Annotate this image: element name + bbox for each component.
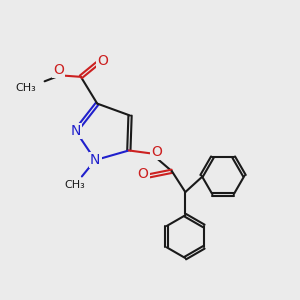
Text: O: O: [53, 63, 64, 77]
Text: N: N: [70, 124, 81, 138]
Text: CH₃: CH₃: [64, 180, 85, 190]
Text: N: N: [90, 153, 101, 167]
Text: CH₃: CH₃: [15, 83, 36, 93]
Text: O: O: [97, 54, 108, 68]
Text: O: O: [138, 167, 148, 181]
Text: O: O: [151, 145, 162, 159]
